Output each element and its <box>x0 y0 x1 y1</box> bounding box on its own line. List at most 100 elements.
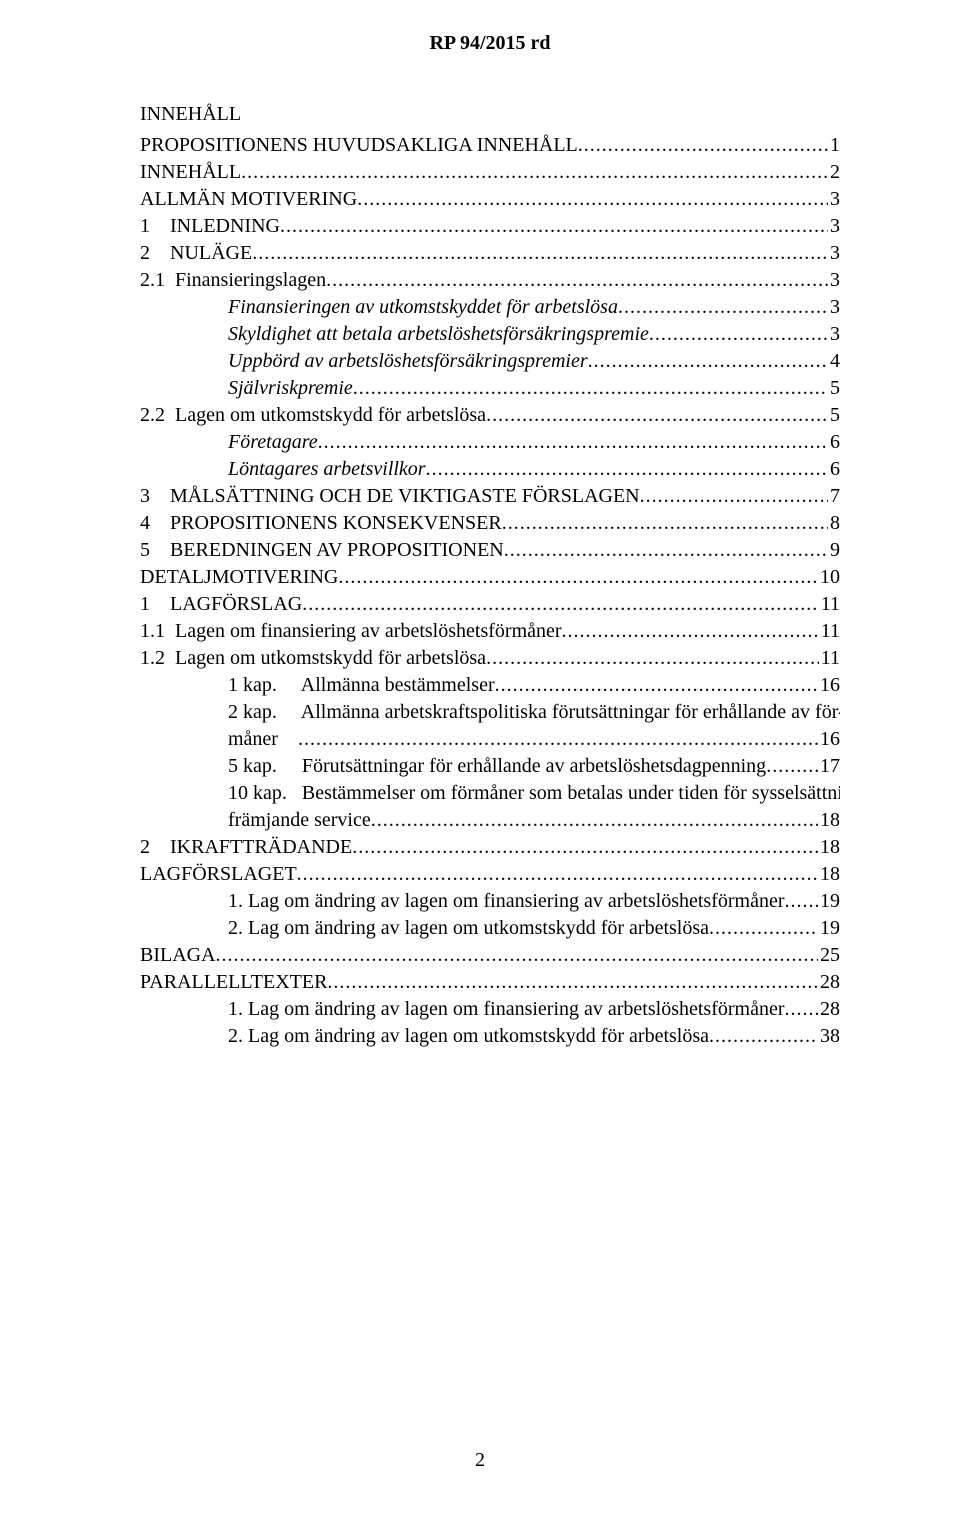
toc-entry-label: 2. Lag om ändring av lagen om utkomstsky… <box>228 1023 709 1050</box>
toc-entry: BILAGA 25 <box>140 942 840 969</box>
toc-entry-label: 1 INLEDNING <box>140 213 280 240</box>
toc-entry: 1.2 Lagen om utkomstskydd för arbetslösa… <box>140 645 840 672</box>
toc-entry: LAGFÖRSLAGET18 <box>140 861 840 888</box>
toc-leader-dots <box>495 672 818 699</box>
toc-entry: INNEHÅLL 2 <box>140 159 840 186</box>
toc-leader-dots <box>618 294 828 321</box>
toc-entry-page: 1 <box>828 132 840 159</box>
toc-entry-page: 11 <box>819 645 840 672</box>
toc-entry-page: 2 <box>828 159 840 186</box>
toc-entry-label: Skyldighet att betala arbetslöshetsförsä… <box>228 321 649 348</box>
toc-entry-label: 1.1 Lagen om finansiering av arbetslöshe… <box>140 618 562 645</box>
toc-entry: 3 MÅLSÄTTNING OCH DE VIKTIGASTE FÖRSLAGE… <box>140 483 840 510</box>
toc-entry-label: 2 kap. Allmänna arbetskraftspolitiska fö… <box>228 699 840 726</box>
toc-entry-label: PARALLELLTEXTER <box>140 969 327 996</box>
toc-leader-dots <box>504 537 828 564</box>
toc-entry: 2. Lag om ändring av lagen om utkomstsky… <box>140 1023 840 1050</box>
toc-entry-page: 28 <box>818 996 840 1023</box>
toc-leader-dots <box>562 618 819 645</box>
toc-leader-dots <box>578 132 828 159</box>
toc-entry-page: 19 <box>818 888 840 915</box>
toc-entry-label: 1.2 Lagen om utkomstskydd för arbetslösa <box>140 645 486 672</box>
toc-leader-dots <box>318 429 828 456</box>
toc-entry-label: 2. Lag om ändring av lagen om utkomstsky… <box>228 915 709 942</box>
toc-leader-dots <box>709 1023 818 1050</box>
toc-entry-page: 4 <box>828 348 840 375</box>
toc-entry-page: 5 <box>828 402 840 429</box>
toc-entry: Finansieringen av utkomstskyddet för arb… <box>140 294 840 321</box>
toc-entry: 2 NULÄGE3 <box>140 240 840 267</box>
toc-leader-dots <box>280 213 828 240</box>
toc-entry-label: Uppbörd av arbetslöshetsförsäkringspremi… <box>228 348 588 375</box>
toc-leader-dots <box>353 375 828 402</box>
toc-entry: 1. Lag om ändring av lagen om finansieri… <box>140 996 840 1023</box>
toc-leader-dots <box>640 483 828 510</box>
toc-entry: 5 BEREDNINGEN AV PROPOSITIONEN 9 <box>140 537 840 564</box>
toc-leader-dots <box>709 915 818 942</box>
toc-entry-page: 18 <box>818 807 840 834</box>
toc-entry-page: 11 <box>819 618 840 645</box>
toc-entry: PROPOSITIONENS HUVUDSAKLIGA INNEHÅLL 1 <box>140 132 840 159</box>
toc-leader-dots <box>357 186 828 213</box>
toc-entry-page: 28 <box>818 969 840 996</box>
table-of-contents: PROPOSITIONENS HUVUDSAKLIGA INNEHÅLL1INN… <box>140 132 840 1050</box>
toc-entry-page: 17 <box>818 753 840 780</box>
toc-entry-label: 5 kap. Förutsättningar för erhållande av… <box>228 753 766 780</box>
toc-leader-dots <box>338 564 818 591</box>
toc-entry-page: 9 <box>828 537 840 564</box>
toc-entry-page: 3 <box>828 294 840 321</box>
toc-entry: Skyldighet att betala arbetslöshetsförsä… <box>140 321 840 348</box>
toc-entry: 2.1 Finansieringslagen3 <box>140 267 840 294</box>
toc-entry-page: 16 <box>818 672 840 699</box>
toc-leader-dots <box>352 834 818 861</box>
toc-entry-label: 5 BEREDNINGEN AV PROPOSITIONEN <box>140 537 504 564</box>
toc-entry: 10 kap. Bestämmelser om förmåner som bet… <box>140 780 840 807</box>
toc-entry: 2. Lag om ändring av lagen om utkomstsky… <box>140 915 840 942</box>
toc-entry-page: 5 <box>828 375 840 402</box>
toc-entry: 5 kap. Förutsättningar för erhållande av… <box>140 753 840 780</box>
toc-title: INNEHÅLL <box>140 103 840 126</box>
toc-entry: 2.2 Lagen om utkomstskydd för arbetslösa… <box>140 402 840 429</box>
toc-leader-dots <box>426 456 828 483</box>
toc-entry-page: 6 <box>828 456 840 483</box>
toc-entry-page: 19 <box>818 915 840 942</box>
toc-leader-dots <box>486 645 819 672</box>
toc-leader-dots <box>216 942 818 969</box>
toc-entry-label: 2 NULÄGE <box>140 240 252 267</box>
toc-entry: Uppbörd av arbetslöshetsförsäkringspremi… <box>140 348 840 375</box>
toc-leader-dots <box>785 996 819 1023</box>
toc-leader-dots <box>326 267 828 294</box>
toc-entry: DETALJMOTIVERING10 <box>140 564 840 591</box>
toc-entry-page: 3 <box>828 213 840 240</box>
toc-entry: främjande service18 <box>140 807 840 834</box>
toc-entry-page: 7 <box>828 483 840 510</box>
toc-entry-page: 3 <box>828 321 840 348</box>
toc-entry-label: PROPOSITIONENS HUVUDSAKLIGA INNEHÅLL <box>140 132 578 159</box>
toc-entry-label: 1. Lag om ändring av lagen om finansieri… <box>228 888 785 915</box>
document-header: RP 94/2015 rd <box>140 32 840 55</box>
toc-entry-page: 25 <box>818 942 840 969</box>
toc-entry: 1. Lag om ändring av lagen om finansieri… <box>140 888 840 915</box>
toc-entry: 1 LAGFÖRSLAG11 <box>140 591 840 618</box>
toc-leader-dots <box>588 348 828 375</box>
toc-leader-dots <box>486 402 828 429</box>
toc-entry: 2 IKRAFTTRÄDANDE18 <box>140 834 840 861</box>
toc-entry: ALLMÄN MOTIVERING3 <box>140 186 840 213</box>
toc-leader-dots <box>649 321 828 348</box>
toc-leader-dots <box>327 969 818 996</box>
toc-entry-label: INNEHÅLL <box>140 159 241 186</box>
toc-entry-label: BILAGA <box>140 942 216 969</box>
toc-entry: Företagare6 <box>140 429 840 456</box>
toc-entry-page: 38 <box>818 1023 840 1050</box>
toc-entry-page: 16 <box>818 726 840 753</box>
toc-entry-label: DETALJMOTIVERING <box>140 564 338 591</box>
toc-leader-dots <box>502 510 828 537</box>
toc-entry-label: Självriskpremie <box>228 375 353 402</box>
toc-entry-label: 1 LAGFÖRSLAG <box>140 591 302 618</box>
toc-entry-label: LAGFÖRSLAGET <box>140 861 297 888</box>
toc-entry-label: 2.2 Lagen om utkomstskydd för arbetslösa <box>140 402 486 429</box>
toc-leader-dots <box>297 861 818 888</box>
toc-entry-label: 10 kap. Bestämmelser om förmåner som bet… <box>228 780 840 807</box>
toc-leader-dots <box>766 753 818 780</box>
toc-entry-page: 3 <box>828 267 840 294</box>
